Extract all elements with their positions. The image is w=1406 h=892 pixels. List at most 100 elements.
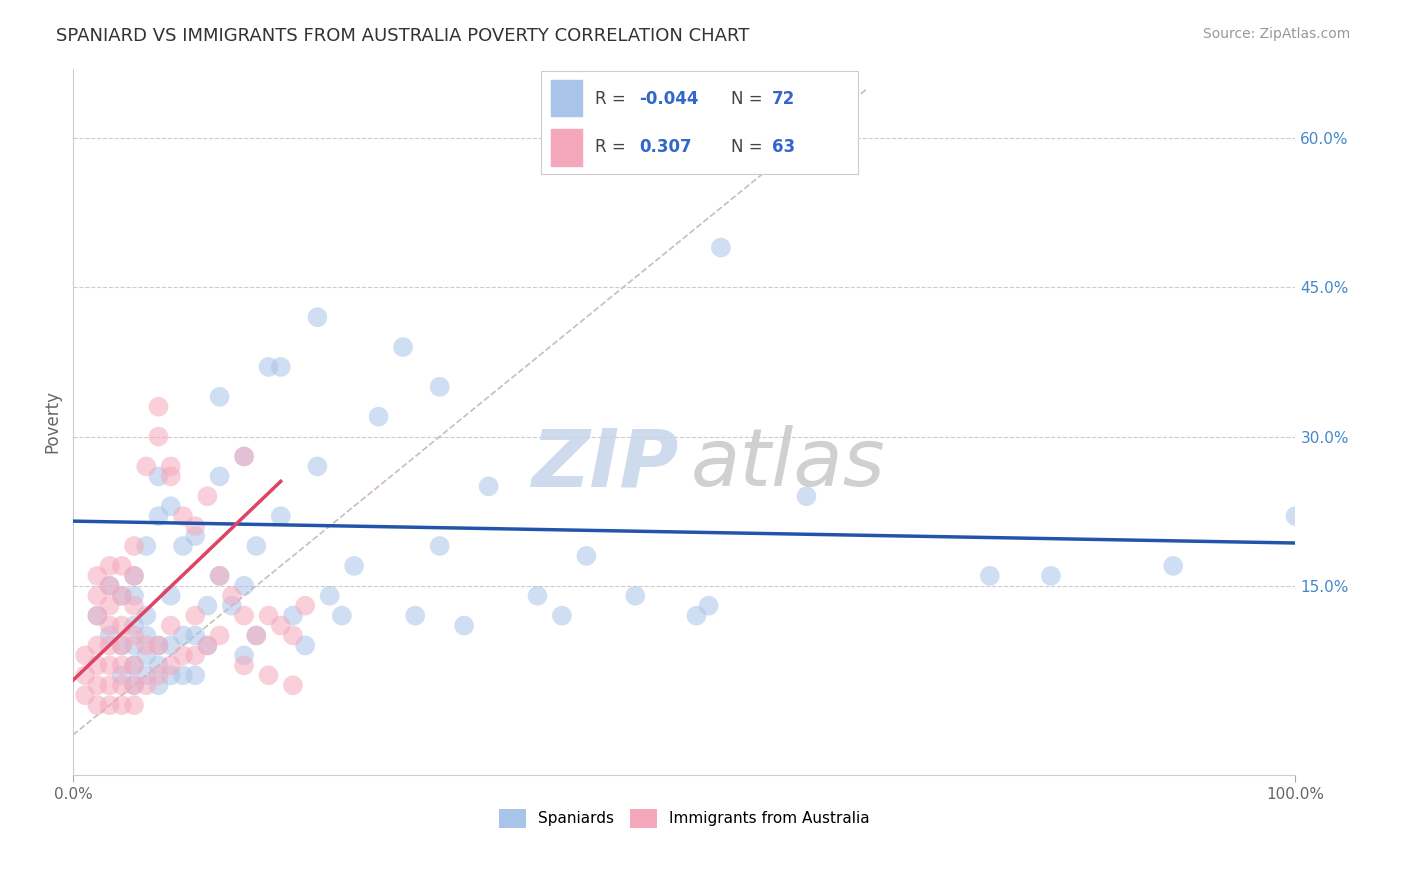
Point [208,390,231,404]
Point [1284,509,1306,524]
Point [86,639,108,653]
Point [270,509,292,524]
Point [392,340,415,354]
Point [75,648,97,663]
Point [148,639,170,653]
Point [111,658,134,673]
Point [710,241,733,255]
Point [86,608,108,623]
Point [257,668,280,682]
Point [233,450,256,464]
Text: 0.307: 0.307 [640,137,692,156]
Point [122,599,145,613]
Point [122,589,145,603]
Point [453,618,475,632]
Point [135,668,157,682]
Text: atlas: atlas [690,425,884,503]
Point [111,639,134,653]
Text: N =: N = [731,137,768,156]
Point [233,648,256,663]
Point [404,608,426,623]
Point [257,608,280,623]
Point [159,589,181,603]
Point [122,569,145,583]
Point [575,549,598,563]
Point [111,558,134,573]
Point [159,639,181,653]
Point [330,608,353,623]
Point [184,519,207,533]
Legend: Spaniards, Immigrants from Australia: Spaniards, Immigrants from Australia [492,803,876,834]
Bar [551,79,582,117]
Point [233,579,256,593]
Text: Source: ZipAtlas.com: Source: ZipAtlas.com [1202,27,1350,41]
Point [135,678,157,692]
Point [796,489,818,503]
Text: N =: N = [731,89,768,108]
Point [86,658,108,673]
Point [245,628,267,642]
Point [98,579,121,593]
Point [111,678,134,692]
Point [197,639,219,653]
Point [208,628,231,642]
Point [159,469,181,483]
Point [233,450,256,464]
Point [111,618,134,632]
Point [122,539,145,553]
Point [307,459,329,474]
Point [429,380,451,394]
Point [111,639,134,653]
Point [184,628,207,642]
Point [122,658,145,673]
Point [148,509,170,524]
Point [159,658,181,673]
Point [184,529,207,543]
Point [245,628,267,642]
Point [111,668,134,682]
Text: 63: 63 [772,137,796,156]
Point [98,678,121,692]
Point [172,668,194,682]
Point [318,589,340,603]
Point [208,569,231,583]
Point [148,639,170,653]
Point [75,688,97,702]
Text: 72: 72 [772,89,796,108]
Point [307,310,329,325]
Point [98,639,121,653]
Point [148,658,170,673]
Point [135,639,157,653]
Point [343,558,366,573]
Point [979,569,1001,583]
Point [1039,569,1062,583]
Point [111,698,134,713]
Point [294,599,316,613]
Point [184,668,207,682]
Point [208,469,231,483]
Point [685,608,707,623]
Point [1161,558,1184,573]
Point [551,608,574,623]
Point [122,658,145,673]
Point [86,608,108,623]
Point [122,628,145,642]
Point [86,589,108,603]
Point [98,599,121,613]
Point [98,618,121,632]
Point [208,569,231,583]
Point [159,668,181,682]
Y-axis label: Poverty: Poverty [44,390,60,453]
Point [148,429,170,443]
Point [197,599,219,613]
Point [98,558,121,573]
Point [75,668,97,682]
Text: -0.044: -0.044 [640,89,699,108]
Point [86,569,108,583]
Bar [551,128,582,166]
Point [367,409,389,424]
Point [86,698,108,713]
Point [135,648,157,663]
Point [122,569,145,583]
Point [98,698,121,713]
